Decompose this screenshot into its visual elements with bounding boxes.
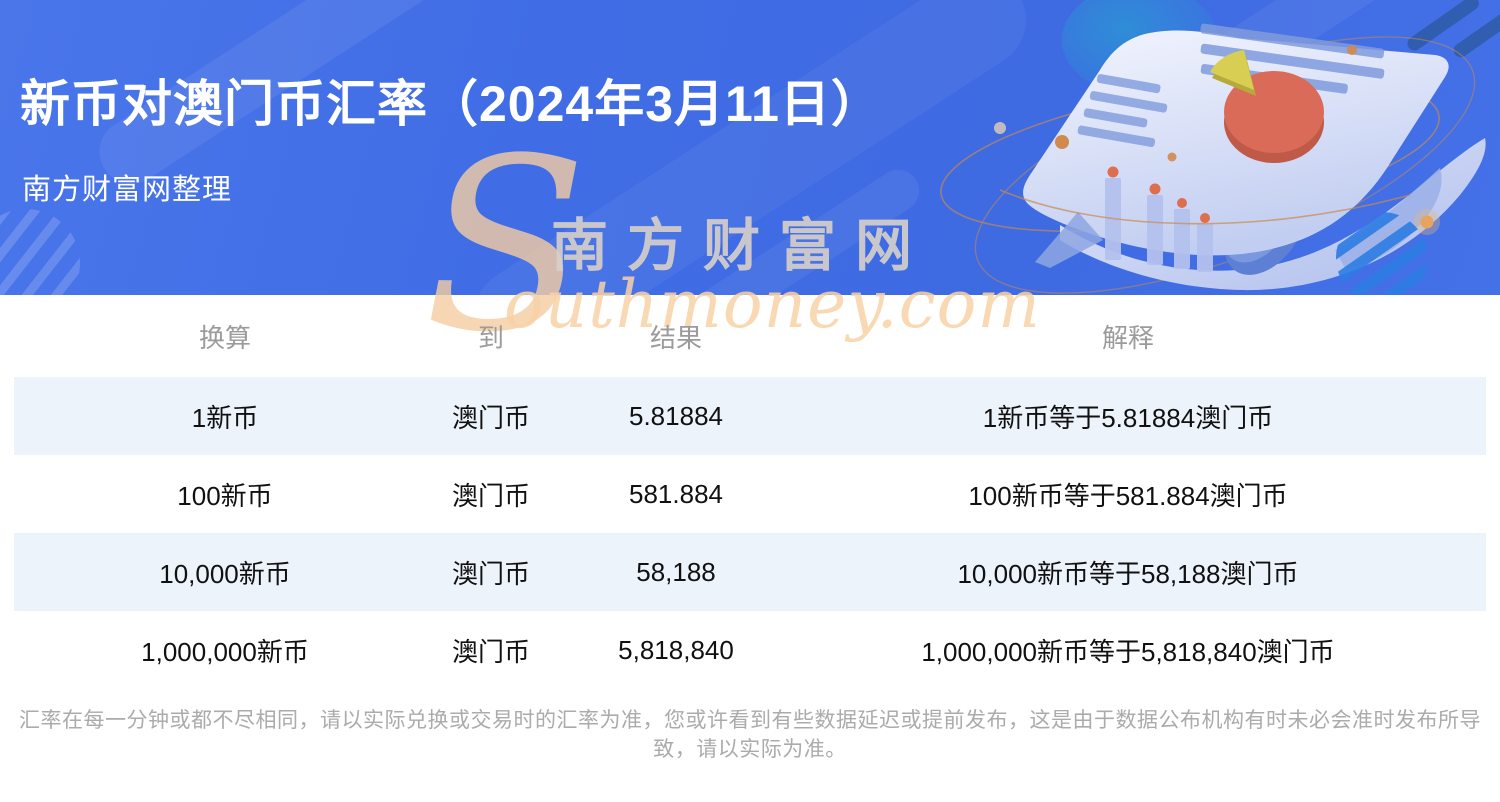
source-note: 南方财富网整理 xyxy=(22,174,233,206)
header-cell-to: 到 xyxy=(477,322,504,353)
cell-explain: 10,000新币等于58,188澳门币 xyxy=(957,558,1299,589)
cell-result: 58,188 xyxy=(636,556,716,587)
footer-disclaimer: 汇率在每一分钟或都不尽相同，请以实际兑换或交易时的汇率为准，您或许看到有些数据延… xyxy=(19,709,1481,761)
table-row: 10,000新币 澳门币 58,188 10,000新币等于58,188澳门币 xyxy=(14,533,1486,611)
rate-table: 换算 到 结果 解释 1新币 澳门币 5.81884 1新币等于5.81884澳… xyxy=(0,295,1500,689)
table-header-row: 换算 到 结果 解释 xyxy=(14,295,1486,377)
banner: 新币对澳门币汇率（2024年3月11日） 南方财富网整理 xyxy=(0,0,1500,295)
cell-explain: 1新币等于5.81884澳门币 xyxy=(982,402,1274,433)
header-cell-result: 结果 xyxy=(649,322,702,353)
corner-accent-bars xyxy=(1407,0,1500,58)
table-row: 1,000,000新币 澳门币 5,818,840 1,000,000新币等于5… xyxy=(14,611,1486,689)
cell-from: 1新币 xyxy=(191,402,259,433)
header-cell-explain: 解释 xyxy=(1101,322,1154,353)
cell-result: 581.884 xyxy=(629,478,723,509)
orbit-dots xyxy=(994,45,1440,235)
cell-from: 1,000,000新币 xyxy=(141,636,309,667)
cell-explain: 1,000,000新币等于5,818,840澳门币 xyxy=(921,636,1335,667)
pie-chart-icon xyxy=(1210,50,1324,163)
cell-to: 澳门币 xyxy=(451,480,530,511)
header-cell-convert: 换算 xyxy=(198,322,251,353)
cell-to: 澳门币 xyxy=(451,402,530,433)
cell-from: 10,000新币 xyxy=(159,558,291,589)
text-line-bars-small xyxy=(1077,74,1168,147)
document-chart-illustration xyxy=(940,0,1500,295)
cell-result: 5,818,840 xyxy=(618,634,734,665)
striped-circle-decoration xyxy=(0,209,80,295)
bar-chart-icon xyxy=(1035,166,1213,272)
cell-to: 澳门币 xyxy=(451,636,530,667)
cell-from: 100新币 xyxy=(177,480,273,511)
table-row: 100新币 澳门币 581.884 100新币等于581.884澳门币 xyxy=(14,455,1486,533)
cell-result: 5.81884 xyxy=(629,400,723,431)
cell-to: 澳门币 xyxy=(451,558,530,589)
cell-explain: 100新币等于581.884澳门币 xyxy=(968,480,1288,511)
page-title: 新币对澳门币汇率（2024年3月11日） xyxy=(20,76,882,132)
table-row: 1新币 澳门币 5.81884 1新币等于5.81884澳门币 xyxy=(14,377,1486,455)
